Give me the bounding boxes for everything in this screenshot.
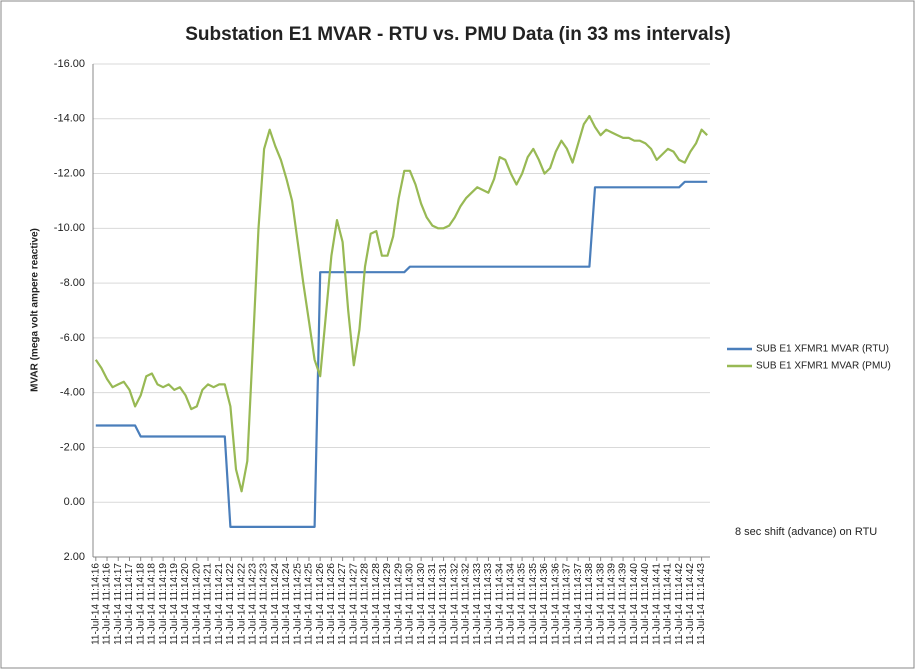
x-tick-label: 11-Jul-14 11:14:36 <box>539 563 550 645</box>
x-tick-label: 11-Jul-14 11:14:30 <box>405 563 416 645</box>
x-tick-label: 11-Jul-14 11:14:24 <box>270 563 281 645</box>
x-tick-label: 11-Jul-14 11:14:16 <box>102 563 113 645</box>
x-tick-label: 11-Jul-14 11:14:43 <box>696 563 707 645</box>
x-tick-label: 11-Jul-14 11:14:35 <box>517 563 528 645</box>
x-tick-label: 11-Jul-14 11:14:25 <box>304 563 315 645</box>
x-tick-label: 11-Jul-14 11:14:40 <box>629 563 640 645</box>
x-tick-label: 11-Jul-14 11:14:28 <box>371 563 382 645</box>
y-tick-label: -16.00 <box>54 58 85 70</box>
x-tick-label: 11-Jul-14 11:14:39 <box>618 563 629 645</box>
x-tick-label: 11-Jul-14 11:14:18 <box>135 563 146 645</box>
x-tick-label: 11-Jul-14 11:14:19 <box>158 563 169 645</box>
x-tick-label: 11-Jul-14 11:14:32 <box>449 563 460 645</box>
x-tick-label: 11-Jul-14 11:14:26 <box>315 563 326 645</box>
y-tick-label: 2.00 <box>64 551 85 563</box>
x-tick-label: 11-Jul-14 11:14:17 <box>124 563 135 645</box>
y-axis-label: MVAR (mega volt ampere reactive) <box>30 228 41 392</box>
x-tick-label: 11-Jul-14 11:14:39 <box>606 563 617 645</box>
x-tick-label: 11-Jul-14 11:14:33 <box>483 563 494 645</box>
x-tick-label: 11-Jul-14 11:14:20 <box>191 563 202 645</box>
y-tick-label: -12.00 <box>54 167 85 179</box>
x-tick-label: 11-Jul-14 11:14:22 <box>225 563 236 645</box>
x-tick-label: 11-Jul-14 11:14:30 <box>416 563 427 645</box>
x-tick-label: 11-Jul-14 11:14:17 <box>113 563 124 645</box>
x-tick-label: 11-Jul-14 11:14:23 <box>247 563 258 645</box>
x-tick-label: 11-Jul-14 11:14:36 <box>550 563 561 645</box>
x-tick-label: 11-Jul-14 11:14:26 <box>326 563 337 645</box>
x-tick-label: 11-Jul-14 11:14:25 <box>292 563 303 645</box>
x-tick-label: 11-Jul-14 11:14:21 <box>214 563 225 645</box>
x-tick-label: 11-Jul-14 11:14:32 <box>461 563 472 645</box>
x-tick-label: 11-Jul-14 11:14:20 <box>180 563 191 645</box>
x-tick-label: 11-Jul-14 11:14:21 <box>203 563 214 645</box>
x-tick-label: 11-Jul-14 11:14:42 <box>685 563 696 645</box>
annotation: 8 sec shift (advance) on RTU <box>735 526 877 538</box>
series-line <box>95 180 708 528</box>
series-line <box>94 114 708 493</box>
x-tick-label: 11-Jul-14 11:14:33 <box>472 563 483 645</box>
x-tick-label: 11-Jul-14 11:14:22 <box>236 563 247 645</box>
x-tick-label: 11-Jul-14 11:14:37 <box>573 563 584 645</box>
y-tick-label: -2.00 <box>60 441 85 453</box>
x-tick-label: 11-Jul-14 11:14:16 <box>90 563 101 645</box>
x-tick-label: 11-Jul-14 11:14:19 <box>169 563 180 645</box>
x-tick-label: 11-Jul-14 11:14:41 <box>651 563 662 645</box>
x-tick-label: 11-Jul-14 11:14:34 <box>494 563 505 645</box>
y-tick-label: -6.00 <box>60 332 85 344</box>
x-tick-label: 11-Jul-14 11:14:42 <box>674 563 685 645</box>
x-tick-label: 11-Jul-14 11:14:28 <box>360 563 371 645</box>
y-tick-label: -4.00 <box>60 387 85 399</box>
x-tick-label: 11-Jul-14 11:14:29 <box>382 563 393 645</box>
x-tick-label: 11-Jul-14 11:14:27 <box>337 563 348 645</box>
y-tick-label: -8.00 <box>60 277 85 289</box>
chart-title: Substation E1 MVAR - RTU vs. PMU Data (i… <box>185 24 730 45</box>
x-tick-label: 11-Jul-14 11:14:18 <box>147 563 158 645</box>
x-tick-label: 11-Jul-14 11:14:29 <box>393 563 404 645</box>
x-tick-label: 11-Jul-14 11:14:35 <box>528 563 539 645</box>
x-tick-label: 11-Jul-14 11:14:37 <box>562 563 573 645</box>
x-tick-label: 11-Jul-14 11:14:27 <box>348 563 359 645</box>
x-tick-label: 11-Jul-14 11:14:24 <box>281 563 292 645</box>
x-tick-label: 11-Jul-14 11:14:23 <box>259 563 270 645</box>
y-tick-label: -14.00 <box>54 113 85 125</box>
legend-label: SUB E1 XFMR1 MVAR (PMU) <box>756 361 891 372</box>
y-tick-label: -10.00 <box>54 222 85 234</box>
x-tick-label: 11-Jul-14 11:14:41 <box>663 563 674 645</box>
x-tick-label: 11-Jul-14 11:14:38 <box>595 563 606 645</box>
x-tick-label: 11-Jul-14 11:14:34 <box>506 563 517 645</box>
x-tick-label: 11-Jul-14 11:14:31 <box>427 563 438 645</box>
legend-label: SUB E1 XFMR1 MVAR (RTU) <box>756 344 889 355</box>
x-tick-label: 11-Jul-14 11:14:40 <box>640 563 651 645</box>
y-tick-label: 0.00 <box>64 496 85 508</box>
x-tick-label: 11-Jul-14 11:14:38 <box>584 563 595 645</box>
x-tick-label: 11-Jul-14 11:14:31 <box>438 563 449 645</box>
